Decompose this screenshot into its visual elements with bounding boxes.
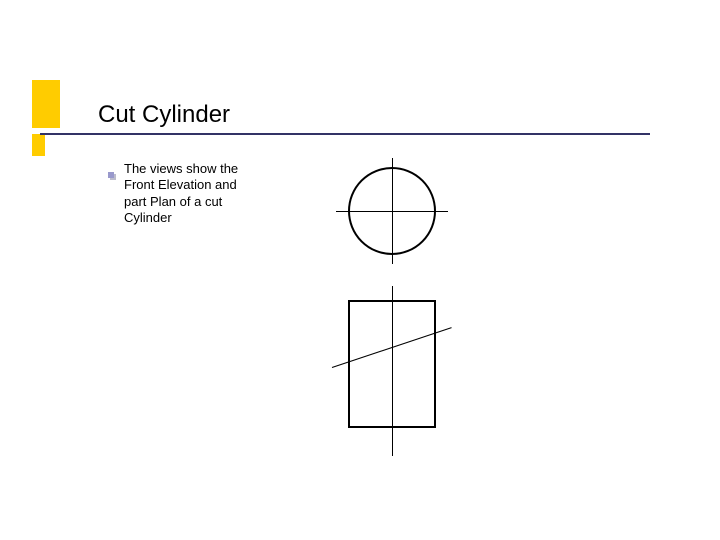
bullet-icon [108,167,116,175]
elev-rect [348,300,436,428]
header-yellow-bar-1 [32,80,60,128]
plan-circle [348,167,436,255]
body-text: The views show theFront Elevation andpar… [124,161,284,226]
header-yellow-bar-2 [32,134,45,156]
title-underline [40,133,650,135]
slide-title: Cut Cylinder [98,101,230,129]
